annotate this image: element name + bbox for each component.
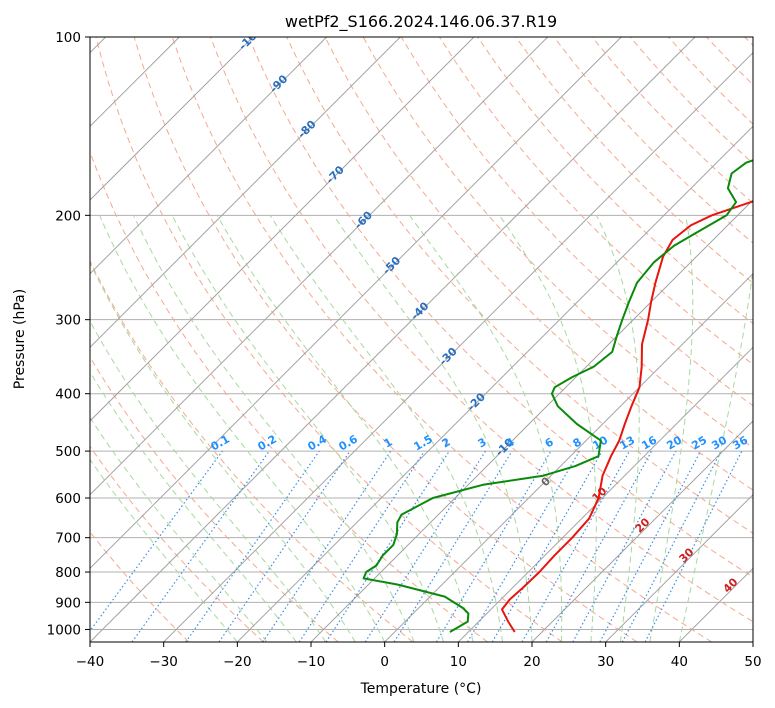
moist-adiabat-line (409, 215, 563, 642)
moist-adiabat-line (333, 215, 533, 642)
mixing-ratio-lines (90, 450, 743, 642)
isotherm-line (90, 37, 328, 275)
mixing-ratio-line (218, 450, 351, 642)
mixing-ratio-line (545, 450, 653, 642)
isotherm-line (531, 420, 753, 642)
x-tick-label: 30 (597, 654, 614, 670)
temperature-profile-line (501, 200, 753, 633)
isotherm-line (605, 493, 753, 642)
moist-adiabat-line (678, 266, 753, 642)
profile-lines (362, 159, 753, 633)
dry-adiabat-line (90, 445, 264, 642)
dry-adiabat-line (248, 37, 753, 578)
dewpoint-profile-line (362, 159, 753, 633)
moist-adiabat-line (171, 215, 445, 642)
y-tick-label: 500 (55, 444, 81, 460)
dry-adiabats (90, 37, 753, 642)
dry-adiabat-line (171, 37, 712, 642)
dry-adiabat-line (324, 37, 753, 491)
x-tick-label: −30 (149, 654, 178, 670)
moist-adiabat-line (90, 261, 356, 642)
isotherms (90, 37, 753, 642)
isotherm-line (90, 37, 549, 496)
mixing-ratio-line (491, 450, 603, 642)
moist-adiabat-line (99, 215, 386, 642)
dry-adiabat-line (90, 356, 339, 642)
isotherm-line (310, 199, 753, 642)
isotherm-line (90, 37, 622, 570)
dry-adiabat-line (90, 259, 414, 642)
pressure-grid (90, 37, 753, 630)
moist-adiabats (90, 215, 753, 642)
y-tick-label: 600 (55, 491, 81, 507)
dry-adiabat-line (95, 37, 563, 642)
isotherm-line (163, 51, 753, 642)
moist-adiabat-line (90, 370, 297, 642)
isotherm-line (90, 37, 475, 422)
isotherm-line (90, 37, 254, 201)
isotherm-line (90, 37, 696, 642)
mixing-ratio-line (364, 450, 486, 642)
x-axis-title: Temperature (°C) (360, 681, 482, 697)
moist-adiabat-line (90, 416, 268, 642)
isotherm-line (457, 346, 753, 642)
moist-adiabat-line (498, 215, 597, 642)
x-tick-label: −10 (297, 654, 326, 670)
y-tick-label: 900 (55, 595, 81, 611)
x-tick-label: −20 (223, 654, 252, 670)
dry-adiabat-line (515, 37, 753, 284)
plot-area: -100-90-80-70-60-50-40-30-20-10010203040… (90, 37, 753, 642)
x-tick-label: −40 (76, 654, 105, 670)
moist-adiabat-line (90, 320, 327, 642)
y-axis: 100 200 300 400 500 600 700 800 900 1000 (47, 30, 90, 638)
y-tick-label: 800 (55, 565, 81, 581)
isotherm-line (236, 125, 753, 642)
mixing-ratio-line (572, 450, 677, 642)
dry-adiabat-line (286, 37, 753, 534)
mixing-ratio-line (466, 450, 580, 642)
y-tick-label: 400 (55, 387, 81, 403)
moist-adiabat-line (595, 215, 640, 642)
moist-adiabat-line (216, 215, 474, 642)
moist-adiabat-line (90, 458, 238, 642)
moist-adiabat-line (269, 215, 503, 642)
mixing-ratio-line (393, 450, 513, 642)
moist-adiabat-line (649, 215, 694, 642)
plot-frame (89, 36, 754, 643)
y-tick-label: 1000 (47, 622, 81, 638)
y-tick-label: 100 (55, 30, 81, 46)
x-tick-label: 20 (523, 654, 540, 670)
mixing-ratio-line (435, 450, 552, 642)
y-axis-title: Pressure (hPa) (12, 289, 28, 389)
mixing-ratio-line (325, 450, 450, 642)
x-tick-label: 40 (671, 654, 688, 670)
mixing-ratio-line (185, 450, 320, 642)
isotherm-line (384, 272, 753, 642)
y-tick-label: 200 (55, 208, 81, 224)
x-tick-label: 0 (380, 654, 389, 670)
x-tick-label: 50 (744, 654, 761, 670)
y-tick-label: 700 (55, 531, 81, 547)
y-tick-label: 300 (55, 313, 81, 329)
moist-adiabat-line (133, 215, 415, 642)
x-tick-label: 10 (450, 654, 467, 670)
x-axis: −40 −30 −20 −10 0 10 20 30 40 50 (76, 642, 762, 670)
isotherm-line (90, 37, 401, 349)
mixing-ratio-line (521, 450, 631, 642)
chart-title: wetPf2_S166.2024.146.06.37.R19 (285, 12, 557, 32)
dry-adiabat-line (133, 37, 638, 642)
dry-adiabat-line (210, 37, 753, 623)
